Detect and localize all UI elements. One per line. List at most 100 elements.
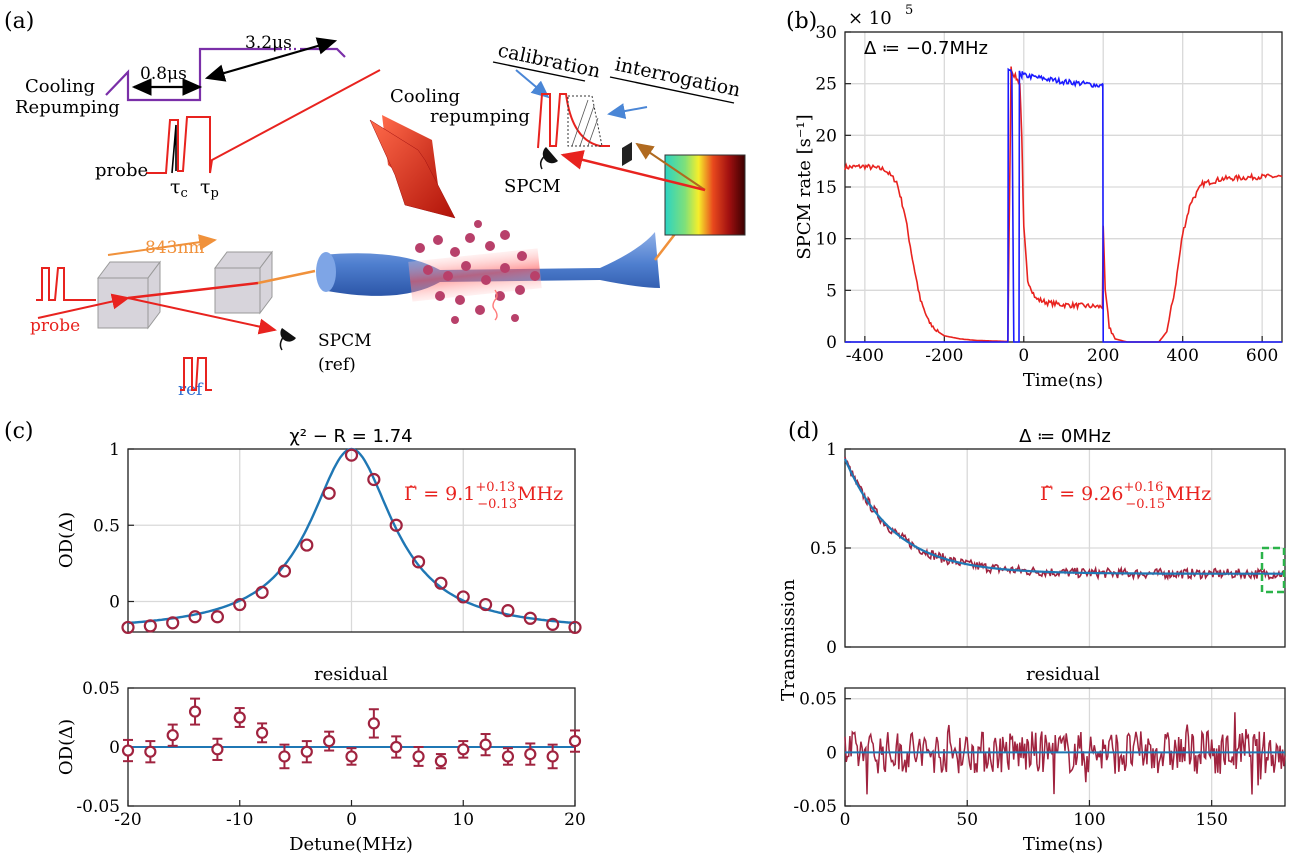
exponent-label: × 10 [848, 8, 892, 29]
x-tick-label: 200 [1087, 346, 1119, 366]
probe-sequence-outline [171, 124, 177, 174]
signal-beam [560, 150, 706, 192]
tau-p-label: τp [200, 176, 219, 201]
zoom-box [1260, 546, 1286, 594]
series-line-0 [844, 66, 1283, 343]
panel-a: (a) 0.8μs 3.2μs Cooling Repumping probe … [4, 9, 746, 400]
interval-label-2: 3.2μs [245, 33, 292, 53]
data-point [121, 620, 135, 635]
residual-point [412, 750, 425, 763]
data-point [411, 555, 426, 569]
residual-point [479, 738, 492, 751]
detected-pulse [537, 93, 610, 149]
data-point [344, 448, 359, 462]
y-tick-label: 20 [815, 126, 837, 146]
interrogation-arrow [607, 103, 648, 119]
x-tick-label: 20 [564, 810, 586, 830]
x-tick-label: -20 [114, 810, 141, 830]
probe-in-label: probe [30, 316, 80, 336]
y-axis-label: OD(Δ) [56, 719, 77, 775]
interrogation-label: interrogation [613, 53, 742, 101]
residual-point [121, 744, 135, 757]
y-tick-label: 0.05 [82, 679, 120, 699]
y-tick-label: 15 [815, 178, 837, 198]
atoms [415, 220, 540, 324]
panel-b: (b) -400 -200 0 200 400 600 0 5 10 15 20 25 30 × 10 5 Δ… [786, 3, 1283, 391]
spcm-ref-label-2: (ref) [318, 355, 356, 375]
data-point [501, 604, 515, 618]
ref-beam [127, 297, 277, 335]
x-axis-label: Time(ns) [1023, 834, 1103, 855]
spcm-ref-label-1: SPCM [318, 331, 372, 351]
data-trace [844, 456, 1286, 581]
probe-sequence-line [146, 69, 381, 174]
data-point [568, 620, 582, 635]
y-tick-label: 0 [826, 333, 837, 353]
reflection-beam [635, 142, 706, 191]
residual-point [144, 745, 157, 758]
x-tick-label: 10 [452, 810, 474, 830]
x-tick-label: 0 [346, 810, 357, 830]
data-point [479, 597, 493, 612]
residual-trace [844, 712, 1286, 795]
residual-title: residual [1026, 664, 1100, 685]
y-tick-label: 1 [109, 440, 120, 460]
x-tick-label: -200 [925, 346, 963, 366]
residual-point [323, 734, 336, 748]
d-annotation: Γ̃ = 9.26+0.16 −0.15MHz [1040, 480, 1211, 512]
x-tick-label: 400 [1166, 346, 1198, 366]
x-axis-label: Time(ns) [1023, 370, 1103, 391]
y-tick-label: 1 [826, 440, 837, 460]
residual-point [345, 750, 358, 763]
fiber-end [316, 252, 336, 292]
filter-mirror [622, 142, 632, 166]
interval-label-1: 0.8μs [140, 64, 187, 84]
y-axis-label: SPCM rate [s⁻¹] [794, 114, 815, 259]
residual-point [278, 750, 291, 763]
residual-point [501, 750, 515, 763]
probe-pulses [36, 267, 96, 301]
data-point [166, 616, 180, 630]
cooling-label-left: Cooling [25, 76, 95, 97]
x-tick-label: 100 [1073, 810, 1105, 830]
data-point [523, 611, 537, 625]
y-tick-label: 0 [109, 738, 120, 758]
data-point [277, 564, 292, 578]
residual-point [457, 743, 470, 756]
x-tick-label: -10 [226, 810, 253, 830]
interrogation-underline [609, 76, 735, 104]
series-line-1 [845, 67, 1282, 343]
y-tick-label: 0.05 [799, 690, 837, 710]
residual-point [233, 711, 246, 724]
residual-point [568, 734, 582, 748]
y-axis-label: Transmission [778, 579, 799, 701]
c-title: χ² − R = 1.74 [289, 426, 412, 447]
probe-in-beam [37, 293, 130, 319]
x-tick-label: 0 [840, 810, 851, 830]
wavelength-label: 843nm [145, 238, 205, 258]
spectrum-filter [664, 154, 746, 236]
y-tick-label: 30 [815, 23, 837, 43]
data-point [233, 597, 247, 612]
data-point [300, 538, 314, 552]
residual-title: residual [314, 664, 388, 685]
calibration-label: calibration [496, 39, 602, 82]
data-point [389, 518, 403, 532]
y-tick-label: 25 [815, 75, 837, 95]
panel-c-label: (c) [4, 419, 34, 444]
panel-a-label: (a) [4, 9, 34, 34]
d-title: Δ ≔ 0MHz [1019, 426, 1111, 447]
probe-mode-glow [408, 248, 542, 302]
calibration-arrow [515, 69, 550, 99]
panel-c-residual: -20 -10 0 10 20 -0.05 0 0.05 residual Detune(MHz)… [56, 664, 586, 855]
residual-point [256, 726, 269, 739]
probe-seq-label: probe [95, 160, 148, 181]
grid-lines [845, 31, 1282, 343]
x-tick-label: 600 [1246, 346, 1278, 366]
b-annotation: Δ ≔ −0.7MHz [864, 38, 988, 59]
spcm-ref-detector [279, 328, 296, 351]
tapered-fiber [322, 232, 660, 296]
hatch-lines [571, 99, 599, 147]
cooling-beam-label-1: Cooling [390, 86, 460, 107]
